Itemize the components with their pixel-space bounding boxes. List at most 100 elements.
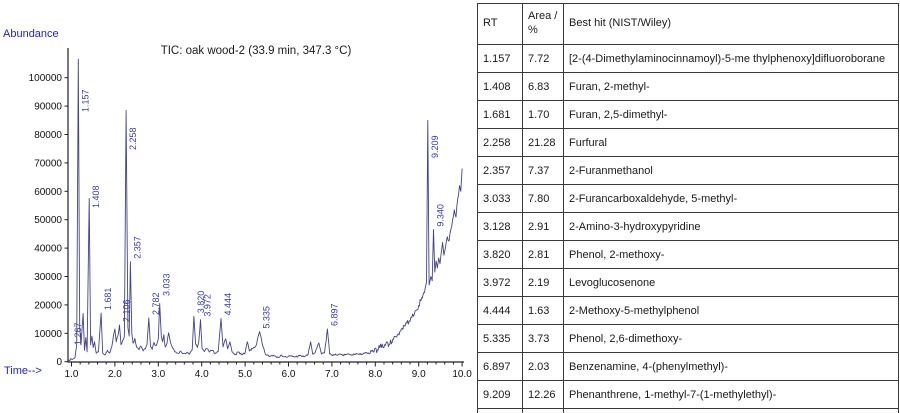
chromatogram-panel: 0 10000 20000 30000 40000 50000 60000 70000 8000… <box>3 28 472 380</box>
y-tick-label: 50000 <box>34 215 62 226</box>
table-row: 9.3402.72Benzene, 1-methyl-4-[(4-propylp… <box>477 408 899 413</box>
x-tick-label: 7.0 <box>325 369 339 380</box>
hit-cell: Phenanthrene, 1-methyl-7-(1-methylethyl)… <box>563 380 899 409</box>
y-tick-label: 70000 <box>34 158 62 169</box>
hit-cell: 2-Amino-3-hydroxypyridine <box>563 212 899 241</box>
area-cell: 2.72 <box>522 408 564 413</box>
peak-label: 9.209 <box>430 135 440 158</box>
area-cell: 7.37 <box>522 156 564 185</box>
peak-label: 9.340 <box>436 204 446 227</box>
table-row: 1.681 1.70 Furan, 2,5-dimethyl- <box>477 100 899 129</box>
area-cell: 7.72 <box>522 44 564 73</box>
table-row: 6.897 2.03 Benzenamine, 4-(phenylmethyl)- <box>477 352 899 381</box>
rt-cell: 1.681 <box>477 100 523 129</box>
table-row: 1.157 7.72 [2-(4-Dimethylaminocinnamoyl)-5… <box>477 44 899 73</box>
y-tick-label: 30000 <box>34 272 62 283</box>
hit-cell: Benzene, 1-methyl-4-[(4-propylphenyl)eth… <box>563 408 899 413</box>
peak-label: 1.681 <box>103 288 113 311</box>
peak-label: 2.106 <box>122 300 132 323</box>
chromatogram-trace <box>68 58 463 362</box>
table-body: 1.157 7.72 [2-(4-Dimethylaminocinnamoyl)-5… <box>477 44 899 413</box>
rt-cell: 2.258 <box>477 128 523 157</box>
area-cell: 6.83 <box>522 72 564 101</box>
table-row: 3.972 2.19 Levoglucosenone <box>477 268 899 297</box>
table-row: 3.033 7.80 2-Furancarboxaldehyde, 5-methyl… <box>477 184 899 213</box>
table-row: 3.820 2.81 Phenol, 2-methoxy- <box>477 240 899 269</box>
y-tick-label: 100000 <box>29 73 63 84</box>
x-tick-label: 10.0 <box>452 369 472 380</box>
peak-label: 2.258 <box>128 127 138 150</box>
area-cell: 2.03 <box>522 352 564 381</box>
rt-cell: 1.157 <box>477 44 523 73</box>
table-row: 9.209 12.26 Phenanthrene, 1-methyl-7-(1-me… <box>477 380 899 409</box>
rt-cell: 3.128 <box>477 212 523 241</box>
table-header-cell: Area / % <box>522 3 564 45</box>
table-row: 1.408 6.83 Furan, 2-methyl- <box>477 72 899 101</box>
y-tick-label: 60000 <box>34 187 62 198</box>
area-cell: 21.28 <box>522 128 564 157</box>
area-cell: 2.91 <box>522 212 564 241</box>
rt-cell: 2.357 <box>477 156 523 185</box>
table-header-cell: RT <box>477 3 523 45</box>
y-axis-title: Abundance <box>3 28 59 40</box>
x-tick-label: 1.0 <box>65 369 79 380</box>
hit-cell: 2-Furancarboxaldehyde, 5-methyl- <box>563 184 899 213</box>
x-tick-label: 6.0 <box>282 369 296 380</box>
rt-cell: 9.340 <box>477 408 523 413</box>
rt-cell: 5.335 <box>477 324 523 353</box>
peak-label: 2.782 <box>151 292 161 315</box>
table-row: 2.357 7.37 2-Furanmethanol <box>477 156 899 185</box>
peak-label: 3.972 <box>203 294 213 317</box>
peak-label: 1.408 <box>91 185 101 208</box>
x-tick-label: 8.0 <box>368 369 382 380</box>
area-cell: 1.70 <box>522 100 564 129</box>
area-cell: 1.63 <box>522 296 564 325</box>
hit-cell: Phenol, 2,6-dimethoxy- <box>563 324 899 353</box>
rt-cell: 6.897 <box>477 352 523 381</box>
peak-label: 5.335 <box>262 306 272 329</box>
rt-cell: 3.820 <box>477 240 523 269</box>
rt-cell: 1.408 <box>477 72 523 101</box>
table-header-row: RT Area / % Best hit (NIST/Wiley) <box>477 3 899 45</box>
area-cell: 3.73 <box>522 324 564 353</box>
table-row: 2.258 21.28 Furfural <box>477 128 899 157</box>
hit-cell: Levoglucosenone <box>563 268 899 297</box>
x-tick-label: 2.0 <box>108 369 122 380</box>
hit-cell: Furan, 2-methyl- <box>563 72 899 101</box>
hit-cell: 2-Methoxy-5-methylphenol <box>563 296 899 325</box>
hit-cell: Phenol, 2-methoxy- <box>563 240 899 269</box>
y-tick-label: 80000 <box>34 130 62 141</box>
y-tick-label: 20000 <box>34 300 62 311</box>
area-cell: 2.81 <box>522 240 564 269</box>
x-tick-label: 3.0 <box>151 369 165 380</box>
table-header-cell: Best hit (NIST/Wiley) <box>563 3 899 45</box>
x-tick-label: 4.0 <box>195 369 209 380</box>
table-header: RT Area / % Best hit (NIST/Wiley) <box>477 3 899 45</box>
y-tick-label: 10000 <box>34 329 62 340</box>
peak-label: 4.444 <box>223 293 233 316</box>
table-row: 5.335 3.73 Phenol, 2,6-dimethoxy- <box>477 324 899 353</box>
y-tick-label: 90000 <box>34 102 62 113</box>
hit-cell: Furan, 2,5-dimethyl- <box>563 100 899 129</box>
peak-label: 1.267 <box>73 322 83 345</box>
peak-label: 3.033 <box>162 273 172 296</box>
chromatogram-plot: 0 10000 20000 30000 40000 50000 60000 70000 8000… <box>29 48 472 380</box>
y-tick-label: 40000 <box>34 244 62 255</box>
peak-label: 2.357 <box>132 236 142 259</box>
area-cell: 12.26 <box>522 380 564 409</box>
chart-title: TIC: oak wood-2 (33.9 min, 347.3 °C) <box>160 45 352 57</box>
area-cell: 7.80 <box>522 184 564 213</box>
hit-cell: [2-(4-Dimethylaminocinnamoyl)-5-me thylp… <box>563 44 899 73</box>
rt-cell: 3.033 <box>477 184 523 213</box>
x-tick-label: 9.0 <box>412 369 426 380</box>
y-tick-label: 0 <box>56 357 62 368</box>
area-cell: 2.19 <box>522 268 564 297</box>
hit-cell: Furfural <box>563 128 899 157</box>
peak-label: 3.820 <box>196 291 206 314</box>
table-row: 3.128 2.91 2-Amino-3-hydroxypyridine <box>477 212 899 241</box>
hit-cell: 2-Furanmethanol <box>563 156 899 185</box>
peak-label: 6.897 <box>329 304 339 327</box>
peak-label: 1.157 <box>80 89 90 112</box>
x-axis-title: Time--> <box>4 365 42 377</box>
